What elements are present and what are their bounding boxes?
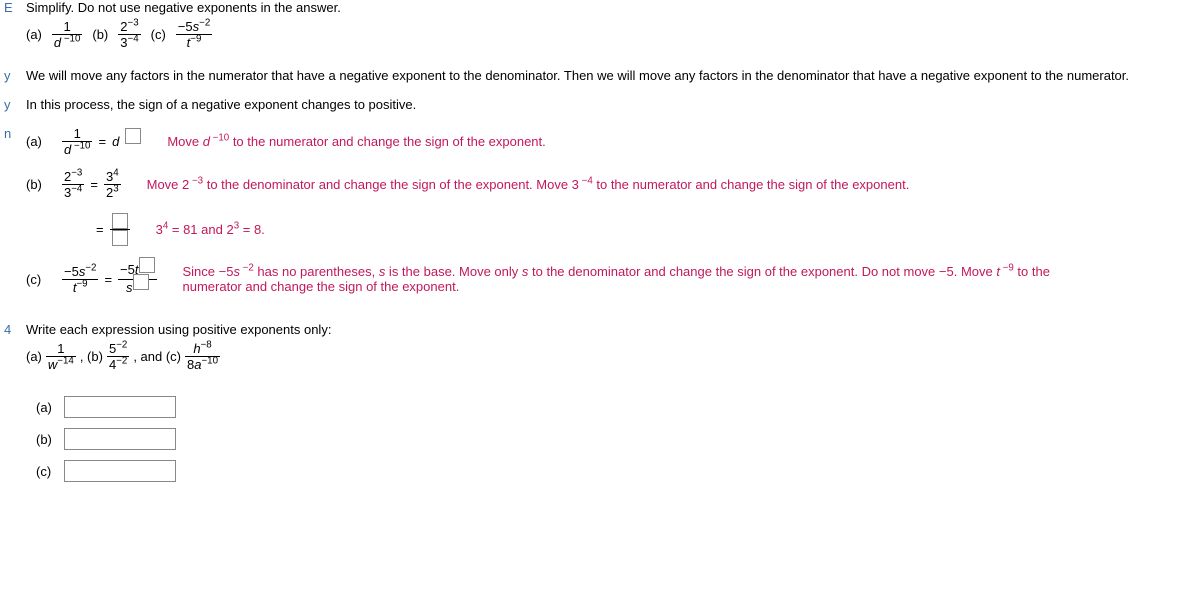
section-marker-4: 4	[0, 322, 26, 337]
work-a-lhs: 1 d −10	[62, 126, 92, 157]
input-a-exp[interactable]	[125, 128, 141, 144]
input-b-num[interactable]	[112, 213, 128, 229]
part-c-label: (c)	[151, 27, 166, 42]
part-b-label: (b)	[92, 27, 108, 42]
prompt-e: Simplify. Do not use negative exponents …	[26, 0, 1190, 15]
ans-c-label: (c)	[36, 464, 64, 479]
frac-b: 2−3 3−4	[118, 19, 140, 50]
p4-b-label: , (b)	[80, 349, 103, 364]
work-b-label: (b)	[26, 177, 56, 192]
p4-a-label: (a)	[26, 349, 42, 364]
input-ans-c[interactable]	[64, 460, 176, 482]
work-marker: n	[0, 126, 26, 141]
eq2: =	[90, 177, 98, 192]
strategy1-text: We will move any factors in the numerato…	[26, 68, 1200, 83]
eq: =	[98, 134, 106, 149]
eq4: =	[104, 272, 112, 287]
work-b-numeric	[110, 212, 130, 246]
p4-frac-c: h−8 8a−10	[185, 341, 220, 372]
frac-a: 1 d −10	[52, 19, 82, 50]
strategy2-marker: y	[0, 97, 26, 112]
p4-c-label: , and (c)	[133, 349, 181, 364]
ans-a-label: (a)	[36, 400, 64, 415]
strategy2-text: In this process, the sign of a negative …	[26, 97, 1200, 112]
p4-frac-a: 1 w−14	[46, 341, 76, 372]
work-c-rhs: −5t s	[118, 262, 156, 296]
work-b-result: 34 = 81 and 23 = 8.	[156, 222, 265, 237]
work-c-label: (c)	[26, 272, 56, 287]
work-b-explain: Move 2 −3 to the denominator and change …	[147, 177, 910, 192]
input-c-texp[interactable]	[139, 257, 155, 273]
eq3: =	[96, 222, 104, 237]
input-c-sexp[interactable]	[133, 274, 149, 290]
work-c-lhs: −5s−2 t−9	[62, 264, 98, 295]
work-b-lhs: 2−3 3−4	[62, 169, 84, 200]
input-ans-b[interactable]	[64, 428, 176, 450]
strategy1-marker: y	[0, 68, 26, 83]
prompt-4: Write each expression using positive exp…	[26, 322, 1190, 337]
frac-c: −5s−2 t−9	[176, 19, 212, 50]
part-a-label: (a)	[26, 27, 42, 42]
input-ans-a[interactable]	[64, 396, 176, 418]
work-a-label: (a)	[26, 134, 56, 149]
work-a-rhs: d	[112, 134, 119, 149]
ans-b-label: (b)	[36, 432, 64, 447]
work-a-explain: Move d −10 to the numerator and change t…	[167, 134, 545, 149]
work-b-rhs: 34 23	[104, 169, 121, 200]
work-c-explain: Since −5s −2 has no parentheses, s is th…	[183, 264, 1083, 294]
input-b-den[interactable]	[112, 230, 128, 246]
section-marker-e: E	[0, 0, 26, 15]
p4-frac-b: 5−2 4−2	[107, 341, 129, 372]
